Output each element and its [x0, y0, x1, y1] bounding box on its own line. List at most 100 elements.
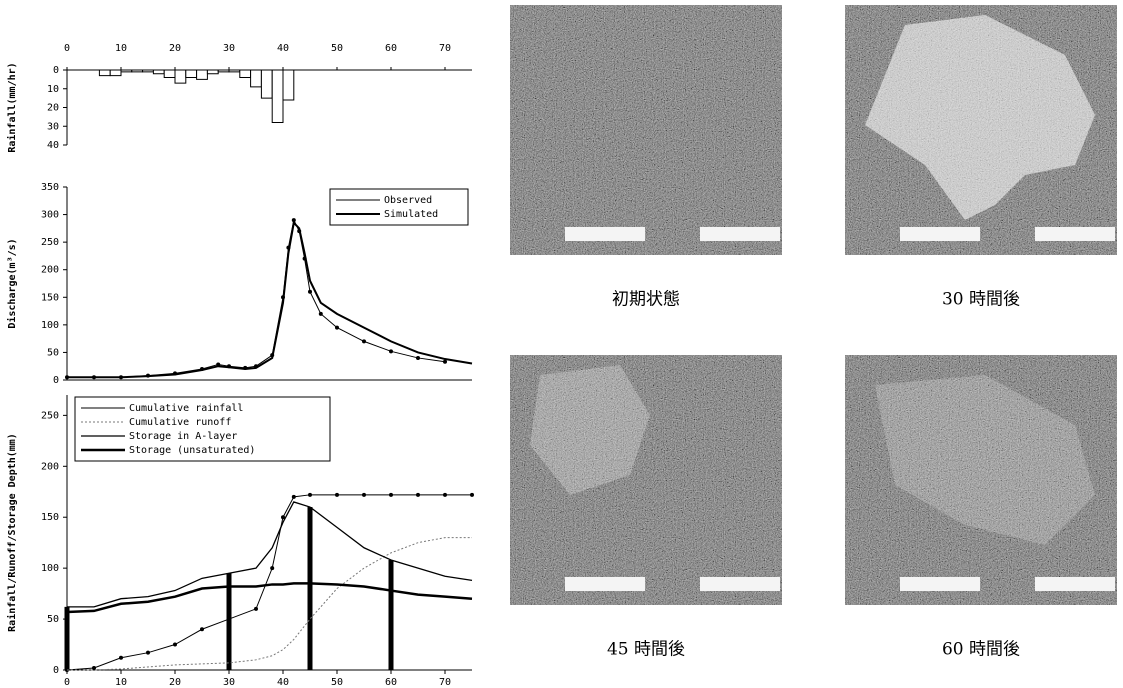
- panel-caption: 初期状態: [612, 290, 680, 310]
- x-tick-label: 50: [331, 677, 343, 688]
- x-tick-label: 30: [223, 677, 235, 688]
- y-axis-label: Discharge(m³/s): [6, 238, 18, 328]
- x-tick-label: 70: [439, 677, 451, 688]
- series-line: [67, 495, 472, 670]
- scale-bar: [1035, 577, 1115, 591]
- x-tick-label: 40: [277, 677, 289, 688]
- series-line: [67, 223, 472, 377]
- series-marker: [416, 493, 420, 497]
- y-tick-label: 150: [41, 512, 59, 523]
- rain-bar: [110, 70, 121, 76]
- y-tick-label: 0: [53, 665, 59, 676]
- x-tick-label: 20: [169, 677, 181, 688]
- y-tick-label: 20: [47, 103, 59, 114]
- figure: 初期状態30 時間後45 時間後60 時間後Rainfall(mm/hr)010…: [0, 0, 1123, 688]
- series-marker: [92, 666, 96, 670]
- legend-label: Cumulative runoff: [129, 417, 231, 428]
- y-tick-label: 300: [41, 210, 59, 221]
- rain-bar: [175, 70, 186, 83]
- panel-caption: 60 時間後: [942, 640, 1020, 660]
- rain-bar: [186, 70, 197, 78]
- series-marker: [416, 356, 420, 360]
- x-tick-label: 60: [385, 677, 397, 688]
- x-tick-label: 50: [331, 43, 343, 54]
- scale-bar: [1035, 227, 1115, 241]
- series-marker: [335, 493, 339, 497]
- y-tick-label: 0: [53, 375, 59, 386]
- series-marker: [362, 339, 366, 343]
- y-axis-label: Rainfall(mm/hr): [6, 62, 18, 152]
- rain-bar: [251, 70, 262, 87]
- rain-bar: [207, 70, 218, 74]
- y-tick-label: 30: [47, 121, 59, 132]
- scale-bar: [700, 577, 780, 591]
- series-marker: [362, 493, 366, 497]
- series-marker: [200, 627, 204, 631]
- y-tick-label: 40: [47, 140, 59, 151]
- scale-bar: [700, 227, 780, 241]
- image-panel: [845, 355, 1117, 605]
- rain-bar: [121, 70, 132, 72]
- rain-bar: [272, 70, 283, 123]
- series-marker: [443, 360, 447, 364]
- series-marker: [389, 349, 393, 353]
- legend-label: Storage (unsaturated): [129, 445, 255, 456]
- series-marker: [270, 566, 274, 570]
- scale-bar: [565, 577, 645, 591]
- y-tick-label: 200: [41, 265, 59, 276]
- y-tick-label: 100: [41, 563, 59, 574]
- series-marker: [146, 651, 150, 655]
- series-marker: [254, 607, 258, 611]
- series-line: [67, 502, 472, 607]
- series-marker: [308, 493, 312, 497]
- legend-label: Storage in A-layer: [129, 431, 237, 442]
- legend-label: Simulated: [384, 209, 438, 220]
- panel-texture: [510, 5, 782, 255]
- y-tick-label: 50: [47, 614, 59, 625]
- image-panel: [510, 355, 782, 605]
- panels: [510, 5, 1117, 605]
- rain-bar: [132, 70, 143, 72]
- series-marker: [319, 312, 323, 316]
- x-tick-label: 40: [277, 43, 289, 54]
- rain-bar: [197, 70, 208, 79]
- scale-bar: [900, 227, 980, 241]
- rain-bar: [99, 70, 110, 76]
- rain-bar: [143, 70, 154, 72]
- y-tick-label: 250: [41, 237, 59, 248]
- scale-bar: [900, 577, 980, 591]
- y-tick-label: 100: [41, 320, 59, 331]
- y-tick-label: 0: [53, 65, 59, 76]
- scale-bar: [565, 227, 645, 241]
- rain-bar: [283, 70, 294, 100]
- panel-caption: 45 時間後: [607, 640, 685, 660]
- image-panel: [845, 5, 1117, 255]
- x-tick-label: 30: [223, 43, 235, 54]
- rain-bar: [218, 70, 229, 72]
- image-panel: [510, 5, 782, 255]
- y-axis-label: Rainfall/Runoff/Storage Depth(mm): [6, 433, 18, 632]
- y-tick-label: 250: [41, 410, 59, 421]
- series-marker: [470, 493, 474, 497]
- x-tick-label: 60: [385, 43, 397, 54]
- x-tick-label: 70: [439, 43, 451, 54]
- series-marker: [173, 643, 177, 647]
- series-line: [67, 220, 445, 377]
- series-marker: [119, 656, 123, 660]
- x-tick-label: 0: [64, 677, 70, 688]
- legend-label: Cumulative rainfall: [129, 403, 243, 414]
- rain-bar: [164, 70, 175, 78]
- series-marker: [335, 326, 339, 330]
- rain-bar: [261, 70, 272, 98]
- x-tick-label: 10: [115, 43, 127, 54]
- y-tick-label: 150: [41, 292, 59, 303]
- x-tick-label: 0: [64, 43, 70, 54]
- y-tick-label: 50: [47, 347, 59, 358]
- rain-bar: [229, 70, 240, 72]
- rain-bar: [240, 70, 251, 78]
- series-marker: [227, 617, 231, 621]
- y-tick-label: 200: [41, 461, 59, 472]
- rain-bar: [153, 70, 164, 74]
- y-tick-label: 10: [47, 84, 59, 95]
- series-marker: [292, 495, 296, 499]
